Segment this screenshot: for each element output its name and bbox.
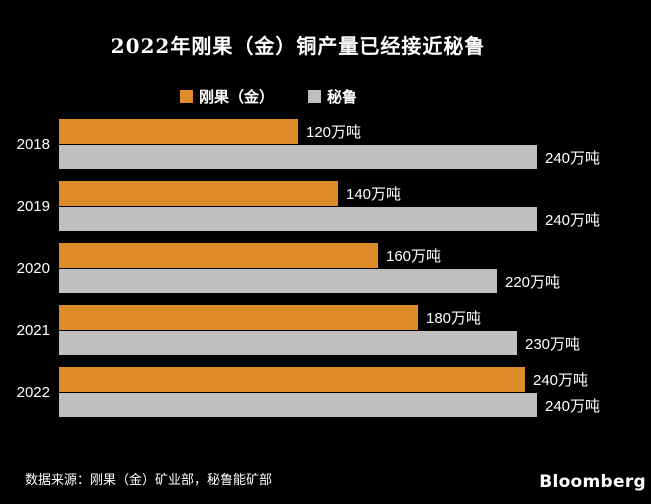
bar-value-label: 240万吨 <box>545 397 601 415</box>
bar-row-congo-2020: 160万吨 <box>59 243 651 268</box>
bar-row-peru-2018: 240万吨 <box>59 145 651 169</box>
bar-value-label: 160万吨 <box>386 248 442 265</box>
year-label: 2021 <box>16 321 50 339</box>
chart-title: 2022年刚果（金）铜产量已经接近秘鲁 <box>110 34 486 58</box>
bar-group-2019: 2019 140万吨 240万吨 <box>0 181 651 231</box>
bar-congo-2022 <box>59 367 525 392</box>
bars-2021: 180万吨 230万吨 <box>59 305 651 355</box>
bar-group-2021: 2021 180万吨 230万吨 <box>0 305 651 355</box>
bar-row-peru-2021: 230万吨 <box>59 331 651 355</box>
bar-value-label: 140万吨 <box>346 186 402 203</box>
bar-row-congo-2018: 120万吨 <box>59 119 651 144</box>
bar-group-2022: 2022 240万吨 240万吨 <box>0 367 651 417</box>
bars-2018: 120万吨 240万吨 <box>59 119 651 169</box>
bar-value-label: 240万吨 <box>533 372 589 389</box>
bar-peru-2021 <box>59 331 517 355</box>
bar-row-peru-2022: 240万吨 <box>59 393 651 417</box>
bar-congo-2020 <box>59 243 378 268</box>
bars-2019: 140万吨 240万吨 <box>59 181 651 231</box>
bar-group-2020: 2020 160万吨 220万吨 <box>0 243 651 293</box>
bar-value-label: 220万吨 <box>505 273 561 291</box>
bars-2022: 240万吨 240万吨 <box>59 367 651 417</box>
bar-row-peru-2020: 220万吨 <box>59 269 651 293</box>
bar-row-peru-2019: 240万吨 <box>59 207 651 231</box>
bar-value-label: 120万吨 <box>306 124 362 141</box>
bloomberg-logo: Bloomberg <box>539 472 646 492</box>
legend: 刚果（金） 秘鲁 <box>180 86 357 107</box>
legend-label-peru: 秘鲁 <box>327 89 358 106</box>
bar-value-label: 180万吨 <box>426 310 482 327</box>
bar-congo-2021 <box>59 305 418 330</box>
bar-value-label: 230万吨 <box>525 335 581 353</box>
bar-peru-2022 <box>59 393 537 417</box>
year-label: 2019 <box>16 197 50 215</box>
bar-value-label: 240万吨 <box>545 149 601 167</box>
legend-item-peru: 秘鲁 <box>308 86 357 107</box>
bar-row-congo-2021: 180万吨 <box>59 305 651 330</box>
peru-legend-swatch-icon <box>308 90 322 103</box>
congo-legend-swatch-icon <box>180 90 193 103</box>
bar-value-label: 240万吨 <box>545 211 601 229</box>
bar-congo-2019 <box>59 181 338 206</box>
year-label: 2020 <box>16 259 50 277</box>
bar-congo-2018 <box>59 119 298 144</box>
bar-peru-2019 <box>59 207 537 231</box>
bar-group-2018: 2018 120万吨 240万吨 <box>0 119 651 169</box>
bar-row-congo-2019: 140万吨 <box>59 181 651 206</box>
data-source-note: 数据来源：刚果（金）矿业部，秘鲁能矿部 <box>25 472 273 487</box>
bars-2020: 160万吨 220万吨 <box>59 243 651 293</box>
chart: 2018 120万吨 240万吨 2019 140万吨 240万吨 2020 160万吨 220… <box>0 119 651 429</box>
year-label: 2018 <box>16 135 50 153</box>
bar-row-congo-2022: 240万吨 <box>59 367 651 392</box>
legend-item-congo: 刚果（金） <box>180 86 274 107</box>
bar-peru-2020 <box>59 269 497 293</box>
bar-peru-2018 <box>59 145 537 169</box>
year-label: 2022 <box>16 383 50 401</box>
legend-label-congo: 刚果（金） <box>199 89 275 106</box>
